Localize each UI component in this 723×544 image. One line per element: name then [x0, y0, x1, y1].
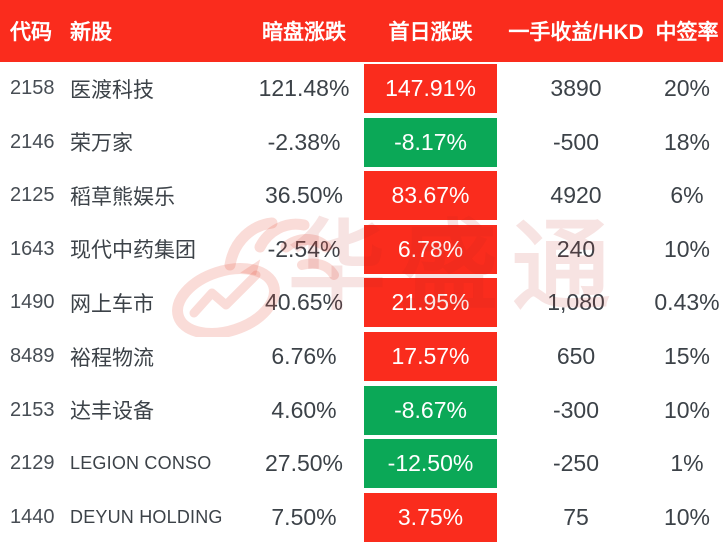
lot-profit: -500 — [552, 128, 600, 155]
dark-pool-change: 6.76% — [271, 343, 337, 369]
win-rate: 18% — [663, 128, 711, 155]
first-day-change-badge: 17.57% — [364, 332, 497, 381]
stock-code: 1490 — [10, 291, 55, 314]
win-rate: 1% — [670, 450, 704, 477]
first-day-change-cell: -8.67% — [360, 383, 501, 437]
lot-profit: 650 — [556, 343, 596, 369]
lot-profit: 1,080 — [547, 289, 605, 316]
column-header-dark-pool-change: 暗盘涨跌 — [262, 21, 346, 44]
lot-profit: 240 — [556, 235, 596, 262]
stock-code: 2125 — [10, 184, 55, 207]
first-day-change-cell: -8.17% — [360, 116, 501, 170]
table-header: 代码 新股 暗盘涨跌 首日涨跌 一手收益/HKD 中签率 — [0, 0, 723, 62]
dark-pool-change: -2.38% — [267, 128, 341, 155]
first-day-change-cell: 21.95% — [360, 276, 501, 330]
first-day-change-cell: 6.78% — [360, 223, 501, 277]
first-day-change-cell: -12.50% — [360, 437, 501, 491]
first-day-change-badge: 147.91% — [364, 64, 497, 114]
first-day-change-badge: 21.95% — [364, 278, 497, 328]
win-rate: 0.43% — [654, 289, 720, 316]
stock-code: 2146 — [10, 130, 55, 153]
table-body: 2158 医渡科技 121.48% 147.91% 3890 20% 2146 … — [0, 62, 723, 544]
dark-pool-change: 36.50% — [264, 182, 343, 209]
table-row[interactable]: 8489 裕程物流 6.76% 17.57% 650 15% — [0, 330, 723, 384]
stock-code: 1643 — [10, 237, 55, 260]
dark-pool-change: 4.60% — [271, 396, 337, 423]
stock-name: 网上车市 — [70, 292, 154, 316]
win-rate: 10% — [663, 503, 711, 530]
first-day-change-badge: -8.67% — [364, 385, 497, 435]
column-header-lot-profit-hkd: 一手收益/HKD — [508, 21, 644, 44]
lot-profit: -250 — [552, 450, 600, 477]
stock-name: LEGION CONSO — [70, 453, 212, 474]
first-day-change-badge: 6.78% — [364, 224, 497, 274]
first-day-change-badge: 3.75% — [364, 492, 497, 542]
stock-name: 荣万家 — [70, 132, 133, 156]
dark-pool-change: 27.50% — [264, 450, 343, 477]
stock-code: 2129 — [10, 452, 55, 475]
first-day-change-cell: 3.75% — [360, 490, 501, 544]
stock-code: 2158 — [10, 77, 55, 100]
stock-name: 医渡科技 — [70, 78, 154, 102]
first-day-change-cell: 147.91% — [360, 62, 501, 116]
column-header-win-rate: 中签率 — [655, 21, 719, 44]
lot-profit: 3890 — [550, 75, 602, 102]
stock-name: 达丰设备 — [70, 400, 154, 424]
stock-name: 现代中药集团 — [70, 239, 196, 263]
stock-name: 裕程物流 — [70, 346, 154, 370]
table-row[interactable]: 2153 达丰设备 4.60% -8.67% -300 10% — [0, 383, 723, 437]
stock-code: 1440 — [10, 505, 55, 528]
lot-profit: -300 — [552, 396, 600, 423]
dark-pool-change: 121.48% — [258, 75, 350, 102]
stock-code: 8489 — [10, 345, 55, 367]
win-rate: 10% — [663, 396, 711, 423]
win-rate: 15% — [663, 343, 711, 369]
table-row[interactable]: 1440 DEYUN HOLDING 7.50% 3.75% 75 10% — [0, 490, 723, 544]
first-day-change-cell: 83.67% — [360, 169, 501, 223]
lot-profit: 4920 — [550, 182, 602, 209]
table-row[interactable]: 2125 稻草熊娱乐 36.50% 83.67% 4920 6% — [0, 169, 723, 223]
lot-profit: 75 — [563, 503, 589, 530]
table-row[interactable]: 1643 现代中药集团 -2.54% 6.78% 240 10% — [0, 223, 723, 277]
dark-pool-change: 40.65% — [264, 289, 343, 316]
first-day-change-cell: 17.57% — [360, 330, 501, 384]
first-day-change-badge: 83.67% — [364, 171, 497, 221]
win-rate: 20% — [663, 75, 711, 102]
stock-name: DEYUN HOLDING — [70, 506, 223, 527]
table-row[interactable]: 2129 LEGION CONSO 27.50% -12.50% -250 1% — [0, 437, 723, 491]
stock-code: 2153 — [10, 398, 55, 421]
table-row[interactable]: 2158 医渡科技 121.48% 147.91% 3890 20% — [0, 62, 723, 116]
first-day-change-badge: -8.17% — [364, 117, 497, 167]
table-row[interactable]: 2146 荣万家 -2.38% -8.17% -500 18% — [0, 116, 723, 170]
table-row[interactable]: 1490 网上车市 40.65% 21.95% 1,080 0.43% — [0, 276, 723, 330]
column-header-first-day-change: 首日涨跌 — [388, 21, 473, 44]
column-header-code: 代码 — [10, 21, 52, 44]
stock-name: 稻草熊娱乐 — [70, 185, 175, 209]
first-day-change-badge: -12.50% — [364, 439, 497, 489]
dark-pool-change: 7.50% — [271, 503, 337, 530]
column-header-stock-name: 新股 — [70, 21, 112, 44]
win-rate: 6% — [670, 182, 704, 209]
win-rate: 10% — [663, 235, 711, 262]
dark-pool-change: -2.54% — [267, 235, 341, 262]
